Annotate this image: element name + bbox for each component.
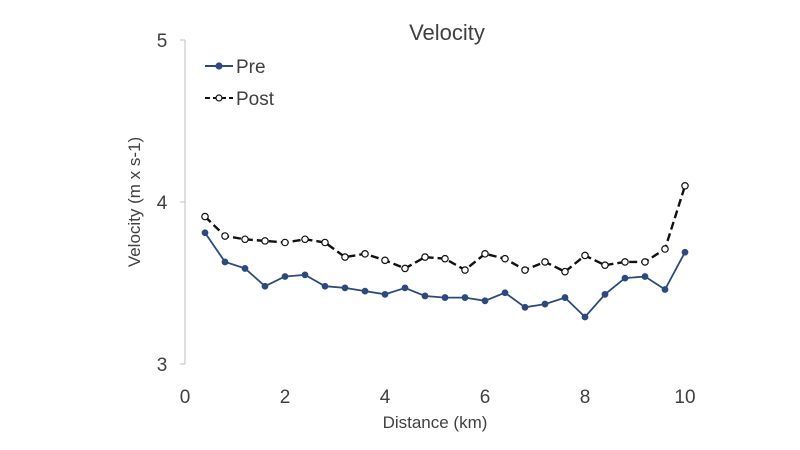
series-pre-point <box>461 294 469 301</box>
y-tick-label: 4 <box>157 193 168 214</box>
y-axis-label: Velocity (m x s-1) <box>125 137 144 267</box>
x-tick-label: 8 <box>580 387 591 408</box>
series-pre-point <box>581 313 589 321</box>
series-layer <box>201 182 689 321</box>
legend-swatch-marker <box>215 62 223 70</box>
series-pre-point <box>341 284 349 292</box>
legend-swatch-marker <box>215 94 223 102</box>
series-pre-point <box>521 303 529 311</box>
x-tick-label: 6 <box>480 387 491 408</box>
series-pre-line <box>204 232 686 319</box>
x-tick-label: 2 <box>280 387 291 408</box>
series-post-point <box>201 212 209 221</box>
series-pre-point <box>201 229 209 237</box>
series-post-point <box>601 261 609 269</box>
series-pre-point <box>261 282 269 290</box>
series-post-point <box>461 266 469 274</box>
series-post-point <box>301 235 309 244</box>
series-post-point <box>541 258 549 266</box>
series-post-point <box>261 237 269 245</box>
series-post-point <box>281 238 289 247</box>
series-post-point <box>361 250 369 258</box>
series-pre-point <box>601 290 609 298</box>
x-axis-label: Distance (km) <box>383 413 488 432</box>
series-pre-point <box>301 271 309 279</box>
series-post-point <box>581 251 589 260</box>
x-tick-label: 10 <box>674 387 695 408</box>
series-post-point <box>501 254 509 263</box>
series-post-point <box>341 253 349 261</box>
series-pre-point <box>401 284 409 292</box>
series-post-point <box>621 258 629 266</box>
series-pre-point <box>321 282 329 290</box>
series-pre-point <box>541 300 549 308</box>
x-tick-label: 4 <box>380 387 391 408</box>
series-post-point <box>221 232 229 240</box>
series-post-point <box>321 238 329 247</box>
series-pre-point <box>481 297 489 305</box>
series-pre-point <box>421 292 429 300</box>
series-post-point <box>481 250 489 258</box>
series-post-point <box>421 253 429 261</box>
series-post-point <box>641 258 649 266</box>
series-pre-point <box>501 289 509 297</box>
legend-label: Pre <box>236 57 266 78</box>
chart-title: Velocity <box>409 20 485 45</box>
series-pre-point <box>641 273 649 280</box>
series-post-point <box>561 267 569 276</box>
series-pre-point <box>621 274 629 282</box>
series-pre <box>201 229 689 321</box>
series-pre-point <box>561 294 569 301</box>
series-post-point <box>381 256 389 265</box>
series-post-point <box>241 235 249 244</box>
legend: Pre Post <box>205 57 275 110</box>
legend-label: Post <box>236 89 275 110</box>
series-post-point <box>681 182 689 190</box>
series-pre-point <box>281 273 289 280</box>
series-post-point <box>401 264 409 273</box>
legend-item-pre: Pre <box>205 57 266 78</box>
y-tick-label: 5 <box>157 31 168 52</box>
x-tick-label: 0 <box>180 387 191 408</box>
series-pre-point <box>361 287 369 295</box>
series-post-point <box>661 245 669 253</box>
series-post-point <box>441 254 449 263</box>
series-pre-point <box>441 294 449 301</box>
axes: 3 4 5 0 2 4 6 8 10 <box>157 31 696 408</box>
series-pre-point <box>661 286 669 293</box>
y-tick-label: 3 <box>157 355 168 376</box>
series-post <box>201 182 689 276</box>
series-pre-point <box>381 290 389 298</box>
series-pre-point <box>241 265 249 272</box>
series-post-point <box>521 266 529 274</box>
series-pre-point <box>681 248 689 256</box>
legend-item-post: Post <box>205 89 275 110</box>
series-pre-point <box>221 258 229 266</box>
